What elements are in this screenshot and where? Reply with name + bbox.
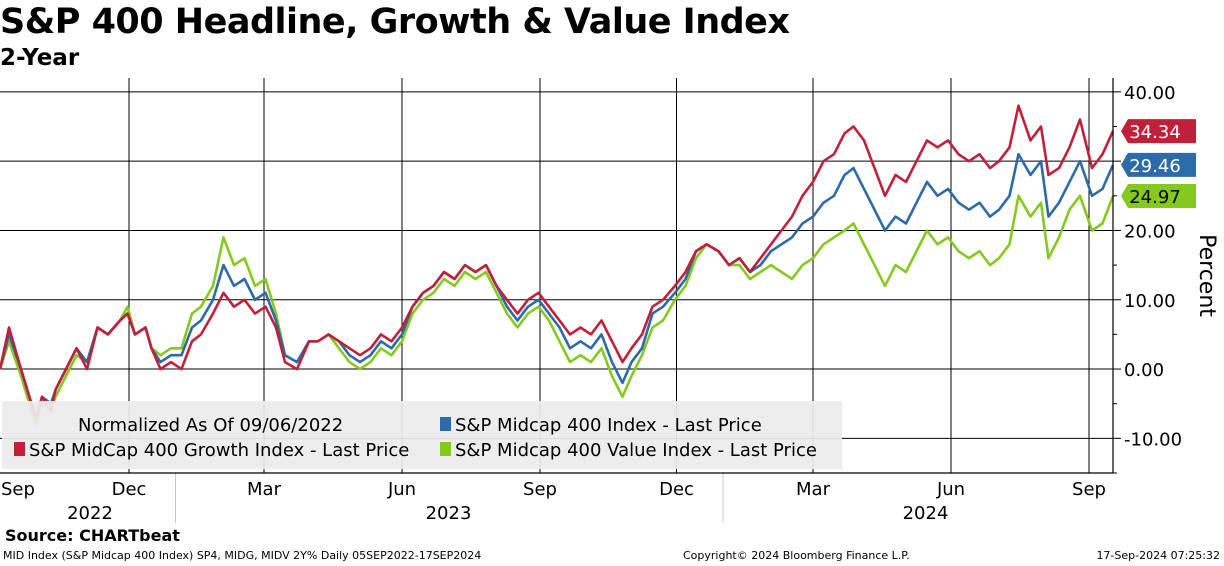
y-tick-label: 20.00 xyxy=(1124,221,1176,242)
last-value-badge xyxy=(1121,152,1196,177)
y-tick-label: 10.00 xyxy=(1124,291,1176,312)
x-tick-label: Sep xyxy=(523,479,557,500)
year-label: 2022 xyxy=(67,503,113,524)
legend-swatch xyxy=(440,417,451,431)
legend-box xyxy=(2,401,842,469)
last-value-label: 24.97 xyxy=(1129,187,1181,208)
series-line-value xyxy=(0,194,1115,426)
series-lines xyxy=(0,104,1115,426)
last-value-label: 34.34 xyxy=(1129,122,1181,143)
last-value-tag: 29.46 xyxy=(1121,152,1196,177)
legend-swatch xyxy=(440,442,451,456)
x-tick-label: Sep xyxy=(1072,479,1106,500)
x-tick-label: Mar xyxy=(796,479,831,500)
x-tick-label: Sep xyxy=(1,479,35,500)
x-tick-label: Jun xyxy=(387,479,416,500)
y-axis-title: Percent xyxy=(1194,234,1219,317)
y-tick-label: 40.00 xyxy=(1124,83,1176,104)
last-value-badge xyxy=(1121,119,1196,144)
y-tick-label: -10.00 xyxy=(1124,429,1182,450)
chart-title: S&P 400 Headline, Growth & Value Index xyxy=(0,2,790,42)
x-tick-label: Mar xyxy=(247,479,282,500)
year-label: 2023 xyxy=(426,503,472,524)
series-line-growth xyxy=(0,104,1115,419)
year-label: 2024 xyxy=(903,503,949,524)
footer-copyright: Copyright© 2024 Bloomberg Finance L.P. xyxy=(683,549,910,562)
footer-series-info: MID Index (S&P Midcap 400 Index) SP4, MI… xyxy=(3,549,482,562)
chart-subtitle: 2-Year xyxy=(0,45,80,71)
legend-entry: S&P MidCap 400 Growth Index - Last Price xyxy=(29,440,409,461)
last-value-labels: 34.34 29.46 24.97 xyxy=(1121,119,1196,209)
last-value-tag: 24.97 xyxy=(1121,184,1196,209)
legend-entry: S&P Midcap 400 Value Index - Last Price xyxy=(455,440,817,461)
y-tick-label: 0.00 xyxy=(1124,360,1164,381)
legend-swatch xyxy=(14,442,25,456)
legend-entry: S&P Midcap 400 Index - Last Price xyxy=(455,415,762,436)
year-separators xyxy=(175,473,724,523)
footer-timestamp: 17-Sep-2024 07:25:32 xyxy=(1096,549,1220,562)
legend: Normalized As Of 09/06/2022 S&P Midcap 40… xyxy=(2,401,842,469)
x-tick-label: Dec xyxy=(659,479,694,500)
last-value-label: 29.46 xyxy=(1129,156,1181,177)
last-value-badge xyxy=(1121,184,1196,209)
x-tick-label: Dec xyxy=(112,479,147,500)
source-note: Source: CHARTbeat xyxy=(5,526,180,545)
x-tick-label: Jun xyxy=(936,479,965,500)
legend-note: Normalized As Of 09/06/2022 xyxy=(78,415,343,436)
series-line-midcap xyxy=(0,152,1115,419)
last-value-tag: 34.34 xyxy=(1121,119,1196,144)
